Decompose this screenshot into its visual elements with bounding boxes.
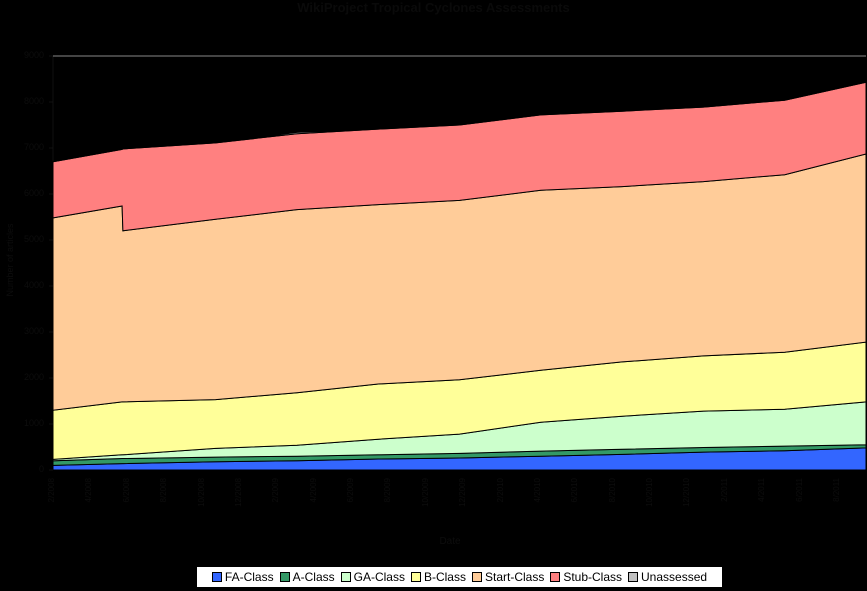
y-tick-label: 6000 <box>23 188 44 198</box>
legend-label: FA-Class <box>224 570 274 584</box>
y-tick-label: 1000 <box>23 418 44 428</box>
legend-item-b: B-Class <box>410 570 466 584</box>
x-tick-label: 4/2010 <box>532 478 542 503</box>
legend-label: A-Class <box>292 570 335 584</box>
legend-swatch <box>340 572 351 582</box>
x-tick-label: 2/2009 <box>271 478 281 503</box>
legend-item-stub: Stub-Class <box>550 570 622 584</box>
x-tick-label: 8/2008 <box>159 478 169 503</box>
legend-label: GA-Class <box>353 570 405 584</box>
x-tick-label: 6/2008 <box>121 478 131 503</box>
x-tick-label: 6/2011 <box>794 478 804 502</box>
y-tick-label: 2000 <box>23 372 44 382</box>
y-tick-label: 9000 <box>23 50 44 60</box>
legend-swatch <box>279 572 290 582</box>
y-tick-label: 0 <box>38 464 44 474</box>
legend-item-fa: FA-Class <box>211 570 274 584</box>
legend-swatch <box>410 572 421 582</box>
x-tick-label: 10/2009 <box>420 478 430 507</box>
y-tick-label: 5000 <box>23 234 44 244</box>
y-tick-label: 8000 <box>23 96 44 106</box>
x-tick-label: 12/2010 <box>682 478 692 507</box>
legend-item-unassessed: Unassessed <box>628 570 707 584</box>
x-tick-label: 6/2009 <box>346 478 356 503</box>
x-tick-label: 10/2008 <box>196 478 206 507</box>
x-tick-label: 2/2008 <box>47 478 56 503</box>
y-tick-label: 3000 <box>23 326 44 336</box>
x-tick-label: 8/2011 <box>832 478 841 502</box>
x-tick-label: 4/2009 <box>308 478 318 503</box>
y-tick-label: 7000 <box>23 142 44 152</box>
legend-label: B-Class <box>423 570 466 584</box>
area-unassessed <box>52 81 867 163</box>
x-axis-label: Date <box>439 536 461 547</box>
x-tick-label: 6/2010 <box>570 478 580 503</box>
legend-item-a: A-Class <box>279 570 335 584</box>
chart-title: WikiProject Tropical Cyclones Assessment… <box>297 0 570 15</box>
legend-label: Stub-Class <box>563 570 623 584</box>
x-tick-label: 2/2011 <box>719 478 729 502</box>
x-tick-label: 12/2008 <box>233 478 243 507</box>
x-tick-label: 8/2010 <box>607 478 617 503</box>
y-tick-label: 4000 <box>23 280 44 290</box>
legend-item-ga: GA-Class <box>340 570 405 584</box>
legend-label: Unassessed <box>641 570 708 584</box>
legend-swatch <box>471 572 482 582</box>
y-axis-label: Number of articles <box>5 223 15 297</box>
legend-swatch <box>211 572 222 582</box>
x-tick-label: 4/2011 <box>757 478 767 502</box>
legend-label: Start-Class <box>484 570 545 584</box>
x-tick-label: 4/2008 <box>84 478 94 503</box>
chart-legend: FA-Class A-Class GA-Class B-Class Start-… <box>196 566 723 588</box>
x-tick-label: 8/2009 <box>383 478 393 503</box>
legend-swatch <box>550 572 561 582</box>
legend-item-start: Start-Class <box>471 570 545 584</box>
x-tick-label: 10/2010 <box>645 478 655 507</box>
x-tick-label: 2/2010 <box>495 478 505 503</box>
x-tick-label: 12/2009 <box>458 478 468 507</box>
legend-swatch <box>628 572 639 582</box>
